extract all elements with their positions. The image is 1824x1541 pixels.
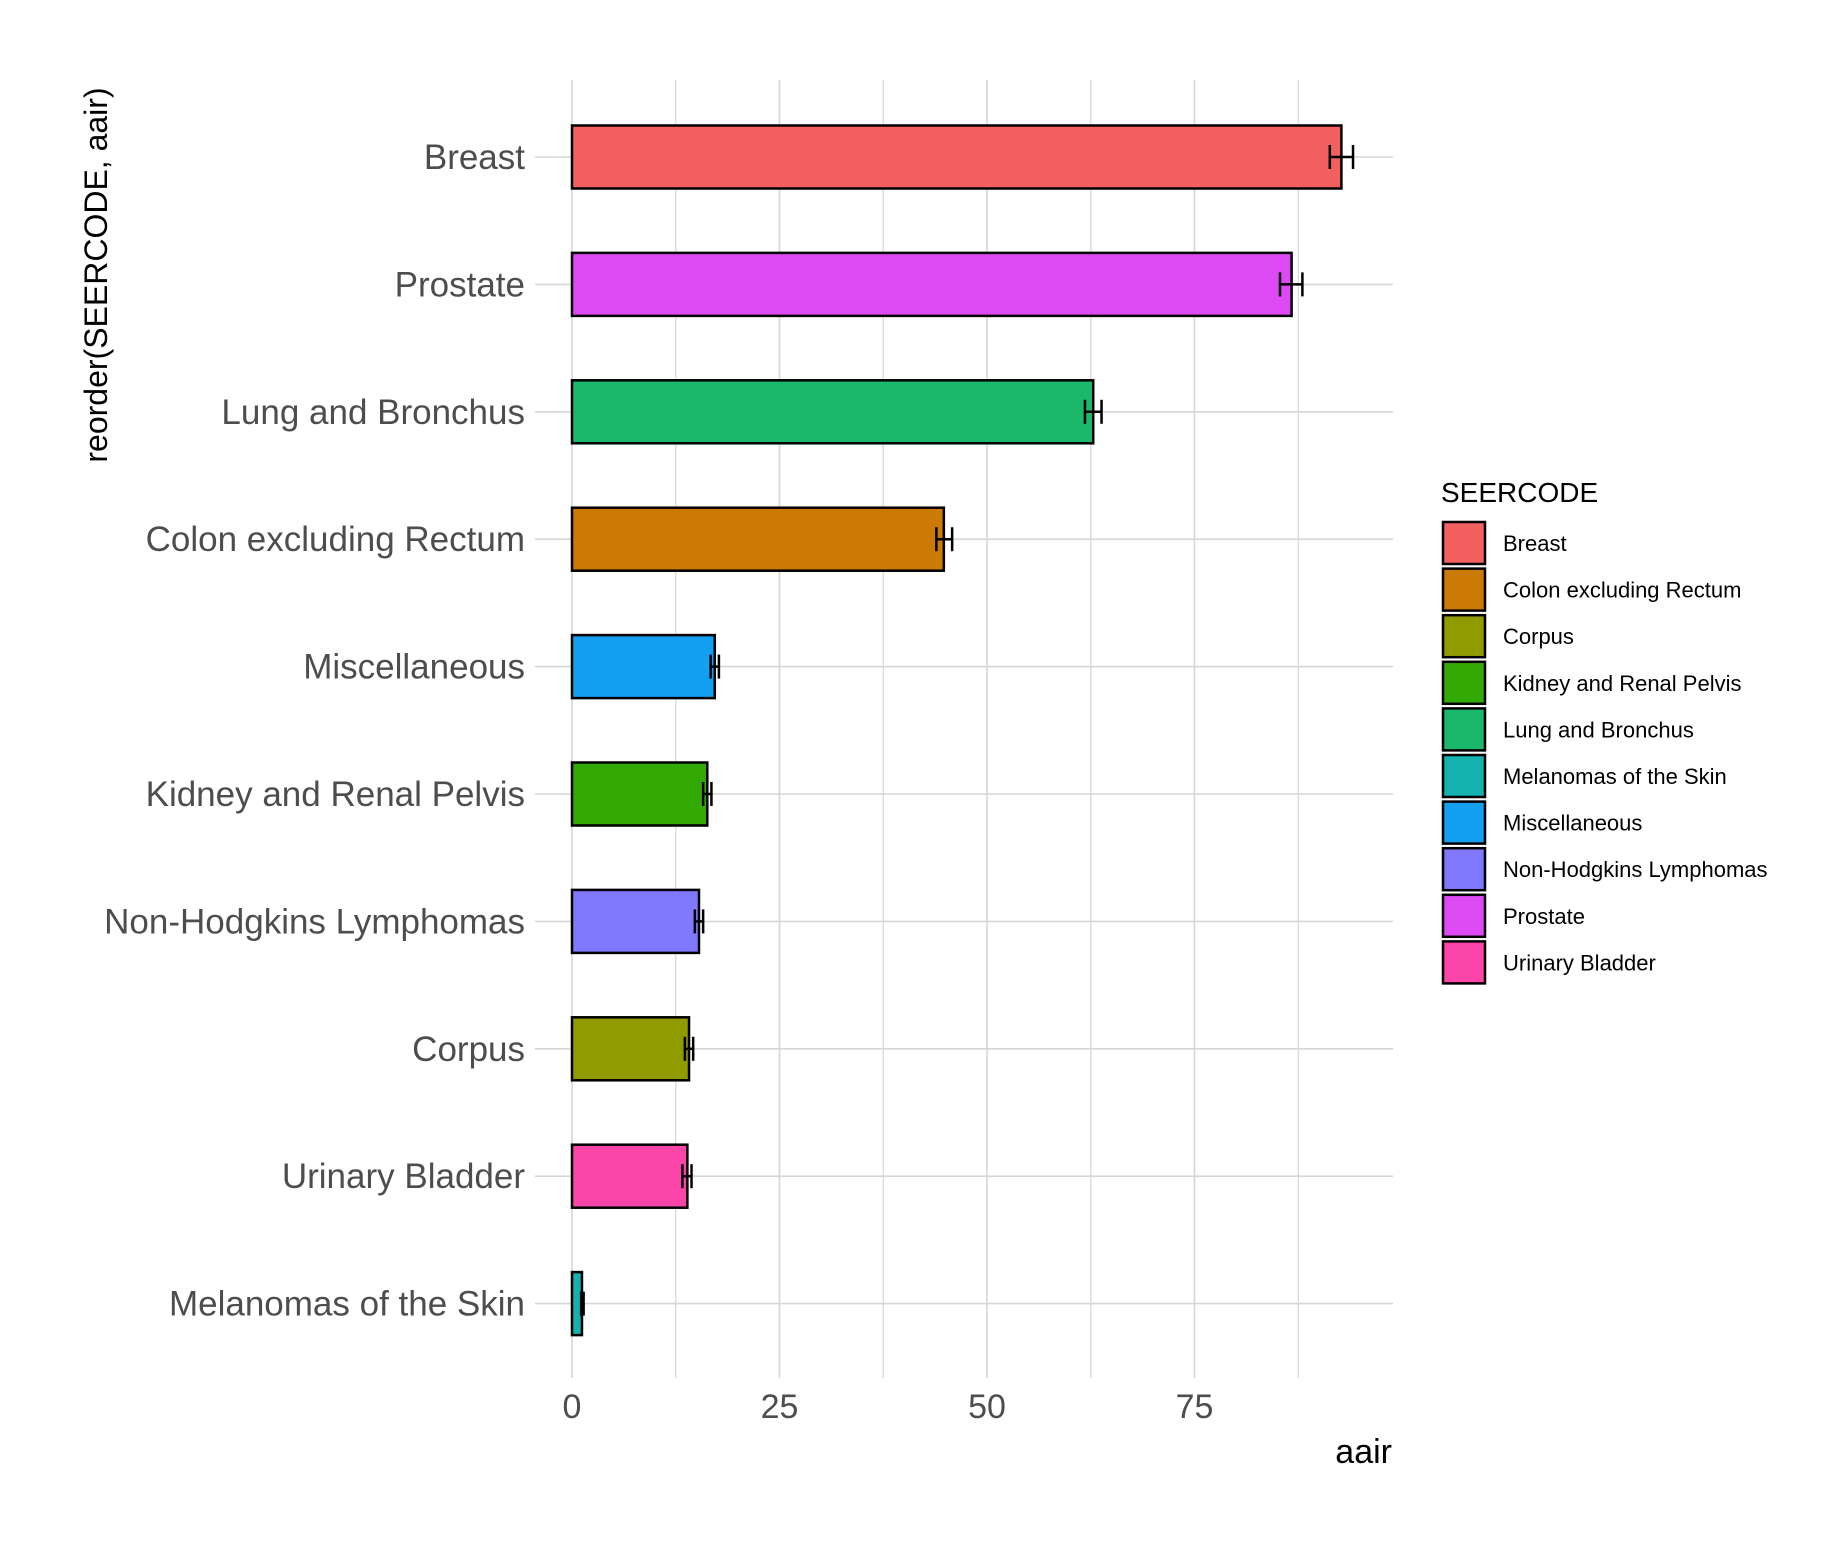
legend-swatch (1441, 846, 1487, 892)
legend-item: Urinary Bladder (1441, 940, 1656, 985)
y-tick-labels: Breast Prostate Lung and Bronchus Colon exc… (104, 138, 525, 1324)
legend-swatch (1441, 940, 1487, 985)
x-tick-label: 75 (1176, 1388, 1214, 1426)
legend-label: Lung and Bronchus (1503, 717, 1694, 742)
legend-swatch (1441, 707, 1487, 752)
bars (570, 124, 1343, 1337)
legend-swatch (1441, 520, 1487, 566)
y-tick-label: Colon excluding Rectum (146, 520, 525, 559)
legend-label: Kidney and Renal Pelvis (1503, 671, 1741, 696)
legend-item: Breast (1441, 520, 1567, 566)
legend-label: Corpus (1503, 624, 1574, 649)
bar (570, 506, 946, 572)
x-tick-label: 25 (761, 1388, 799, 1426)
bar (570, 1016, 691, 1082)
legend-label: Non-Hodgkins Lymphomas (1503, 857, 1768, 882)
error-bars (579, 145, 1355, 1316)
bar (570, 124, 1343, 190)
y-tick-label: Kidney and Renal Pelvis (146, 775, 525, 814)
x-tick-label: 0 (563, 1388, 582, 1426)
legend-label: Colon excluding Rectum (1503, 578, 1741, 603)
bar (570, 251, 1293, 318)
x-axis-title: aair (1335, 1433, 1392, 1471)
bar (570, 888, 701, 955)
legend: SEERCODE Breast Colon excluding Rectum Cor… (1441, 477, 1768, 985)
y-tick-label: Breast (424, 138, 525, 177)
y-tick-label: Non-Hodgkins Lymphomas (104, 902, 525, 941)
bar (570, 379, 1095, 445)
error-bar (709, 654, 721, 679)
legend-swatch (1441, 753, 1487, 799)
y-tick-label: Corpus (412, 1030, 525, 1069)
error-bar (579, 1291, 585, 1316)
bar (570, 1143, 689, 1209)
bar (570, 633, 717, 700)
legend-label: Urinary Bladder (1503, 950, 1656, 975)
y-tick-label: Melanomas of the Skin (169, 1285, 525, 1324)
bar (570, 761, 709, 827)
x-tick-labels: 0 25 50 75 (563, 1388, 1214, 1426)
y-tick-label: Prostate (395, 265, 525, 304)
error-bar (681, 1164, 693, 1189)
y-tick-label: Urinary Bladder (282, 1157, 525, 1196)
legend-swatch (1441, 613, 1487, 659)
y-tick-label: Lung and Bronchus (221, 393, 525, 432)
legend-item: Melanomas of the Skin (1441, 753, 1727, 799)
legend-swatch (1441, 800, 1487, 845)
error-bar (1328, 145, 1355, 169)
error-bar (701, 782, 713, 806)
legend-label: Melanomas of the Skin (1503, 764, 1727, 789)
legend-item: Kidney and Renal Pelvis (1441, 660, 1741, 706)
legend-swatch (1441, 893, 1487, 939)
legend-item: Lung and Bronchus (1441, 707, 1694, 752)
error-bar (693, 909, 705, 934)
legend-swatch (1441, 567, 1487, 612)
legend-item: Prostate (1441, 893, 1585, 939)
legend-item: Non-Hodgkins Lymphomas (1441, 846, 1768, 892)
legend-item: Corpus (1441, 613, 1574, 659)
legend-item: Colon excluding Rectum (1441, 567, 1741, 612)
error-bar (1278, 272, 1304, 297)
error-bar (683, 1036, 695, 1061)
error-bar (935, 527, 954, 552)
legend-label: Miscellaneous (1503, 811, 1642, 836)
y-axis-title: reorder(SEERCODE, aair) (78, 87, 114, 462)
y-tick-label: Miscellaneous (303, 648, 525, 687)
legend-label: Breast (1503, 531, 1567, 556)
legend-item: Miscellaneous (1441, 800, 1642, 845)
legend-title: SEERCODE (1441, 477, 1598, 508)
error-bar (1083, 399, 1103, 424)
legend-swatch (1441, 660, 1487, 706)
x-tick-label: 50 (968, 1388, 1006, 1426)
legend-label: Prostate (1503, 904, 1585, 929)
